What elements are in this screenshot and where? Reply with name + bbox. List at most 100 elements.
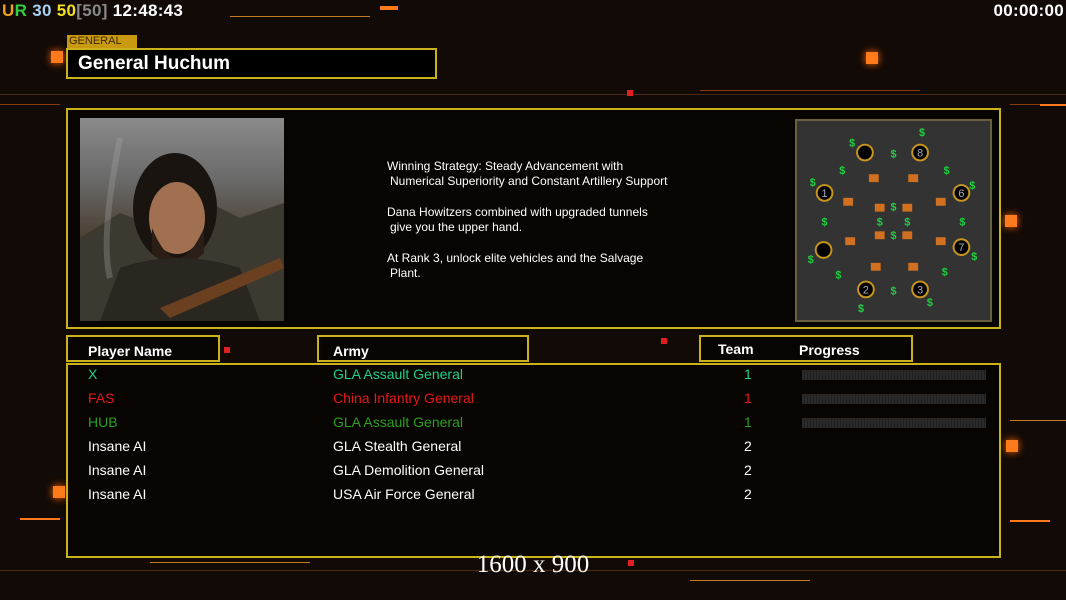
supply-icon: $ — [904, 216, 910, 228]
header-player-label: Player Name — [88, 343, 173, 359]
supply-icon: $ — [919, 127, 925, 139]
general-portrait — [80, 118, 284, 321]
player-row: Insane AI USA Air Force General 2 — [68, 486, 999, 510]
description-line: give you the upper hand. — [390, 220, 523, 235]
supply-icon: $ — [942, 267, 948, 279]
start-position-marker: 8 — [911, 143, 929, 162]
header-team-progress: Team Progress — [699, 335, 913, 362]
general-info-panel: Winning Strategy: Steady Advancement wit… — [66, 108, 1001, 329]
hud-value-2: 50 — [56, 1, 77, 20]
hud-stats: UR 30 50[50] 12:48:43 — [2, 1, 183, 21]
start-position-marker: 3 — [911, 280, 929, 299]
header-progress-label: Progress — [799, 342, 860, 358]
description-line — [387, 190, 667, 205]
resolution-label: 1600 x 900 — [476, 551, 590, 578]
supply-icon: $ — [849, 138, 855, 150]
supply-icon: $ — [959, 216, 965, 228]
general-name: General Huchum — [66, 48, 437, 79]
player-row: HUB GLA Assault General 1 — [68, 414, 999, 438]
player-name: FAS — [88, 390, 115, 406]
supply-icon: $ — [858, 303, 864, 315]
supply-icon: $ — [890, 202, 896, 214]
player-progress-bar — [802, 418, 986, 428]
player-army: GLA Stealth General — [333, 438, 462, 454]
oil-derrick-icon — [908, 262, 919, 271]
player-row: X GLA Assault General 1 — [68, 366, 999, 390]
hud-r: R — [14, 1, 28, 20]
player-army: GLA Demolition General — [333, 462, 484, 478]
svg-text:7: 7 — [958, 242, 964, 254]
svg-text:1: 1 — [822, 188, 828, 200]
player-list: X GLA Assault General 1 FAS China Infantr… — [66, 363, 1001, 558]
supply-icon: $ — [808, 254, 814, 266]
description-line: Dana Howitzers combined with upgraded tu… — [387, 204, 648, 219]
supply-icon: $ — [969, 180, 975, 192]
player-team: 1 — [744, 390, 752, 406]
oil-derrick-icon — [908, 174, 919, 183]
oil-derrick-icon — [843, 197, 854, 206]
oil-derrick-icon — [870, 262, 881, 271]
general-tab-label: GENERAL — [67, 35, 137, 48]
supply-icon: $ — [822, 216, 828, 228]
supply-icon: $ — [839, 165, 845, 177]
hud-u: U — [2, 1, 15, 20]
start-position-marker: 7 — [952, 238, 971, 256]
description-line: Numerical Superiority and Constant Artil… — [390, 174, 668, 189]
description-line: At Rank 3, unlock elite vehicles and the… — [387, 250, 644, 265]
description-line: Winning Strategy: Steady Advancement wit… — [387, 159, 624, 173]
player-army: China Infantry General — [333, 390, 474, 406]
oil-derrick-icon — [874, 231, 885, 240]
player-name: HUB — [88, 414, 118, 430]
oil-derrick-icon — [902, 231, 913, 240]
player-army: GLA Assault General — [333, 414, 463, 430]
description-line — [387, 235, 667, 250]
supply-icon: $ — [877, 216, 883, 228]
start-position-marker: 6 — [952, 184, 971, 202]
player-name: Insane AI — [88, 486, 147, 502]
header-army: Army — [317, 335, 529, 362]
start-position-marker: 2 — [857, 280, 875, 299]
svg-text:6: 6 — [958, 188, 964, 200]
general-description: Winning Strategy: Steady Advancement wit… — [387, 159, 667, 281]
oil-derrick-icon — [868, 174, 879, 183]
header-team-label: Team — [718, 341, 754, 357]
svg-text:8: 8 — [917, 147, 923, 159]
player-team: 2 — [744, 486, 752, 502]
svg-text:2: 2 — [863, 284, 869, 296]
hud-timer: 00:00:00 — [993, 1, 1064, 20]
player-team: 1 — [744, 414, 752, 430]
minimap: 1 2 3 6 7 8 $ $ $ $ $ $ $ $ $ $ $ $ $ $ $ $ $ $ $ $ — [795, 119, 992, 322]
hud-value-3: [50] — [76, 1, 108, 20]
supply-icon: $ — [890, 148, 896, 160]
player-army: GLA Assault General — [333, 366, 463, 382]
player-row: Insane AI GLA Stealth General 2 — [68, 438, 999, 462]
oil-derrick-icon — [902, 203, 913, 212]
supply-icon: $ — [944, 165, 950, 177]
hud-clock: 12:48:43 — [112, 1, 184, 20]
supply-icon: $ — [835, 270, 841, 282]
svg-text:3: 3 — [917, 284, 923, 296]
supply-icon: $ — [971, 251, 977, 263]
oil-derrick-icon — [935, 237, 946, 246]
oil-derrick-icon — [874, 203, 885, 212]
player-team: 1 — [744, 366, 752, 382]
oil-derrick-icon — [845, 237, 856, 246]
player-team: 2 — [744, 462, 752, 478]
header-army-label: Army — [333, 343, 369, 359]
player-name: Insane AI — [88, 438, 147, 454]
player-progress-bar — [802, 394, 986, 404]
supply-icon: $ — [927, 297, 933, 309]
player-army: USA Air Force General — [333, 486, 475, 502]
start-position-marker — [814, 241, 833, 259]
supply-icon: $ — [810, 177, 816, 189]
oil-derrick-icon — [935, 197, 946, 206]
description-line: Plant. — [390, 266, 421, 281]
player-name: X — [88, 366, 98, 382]
supply-icon: $ — [890, 285, 896, 297]
player-name: Insane AI — [88, 462, 147, 478]
hud-value-1: 30 — [32, 1, 52, 20]
supply-icon: $ — [890, 230, 896, 242]
start-position-marker — [856, 143, 874, 162]
player-row: Insane AI GLA Demolition General 2 — [68, 462, 999, 486]
player-row: FAS China Infantry General 1 — [68, 390, 999, 414]
